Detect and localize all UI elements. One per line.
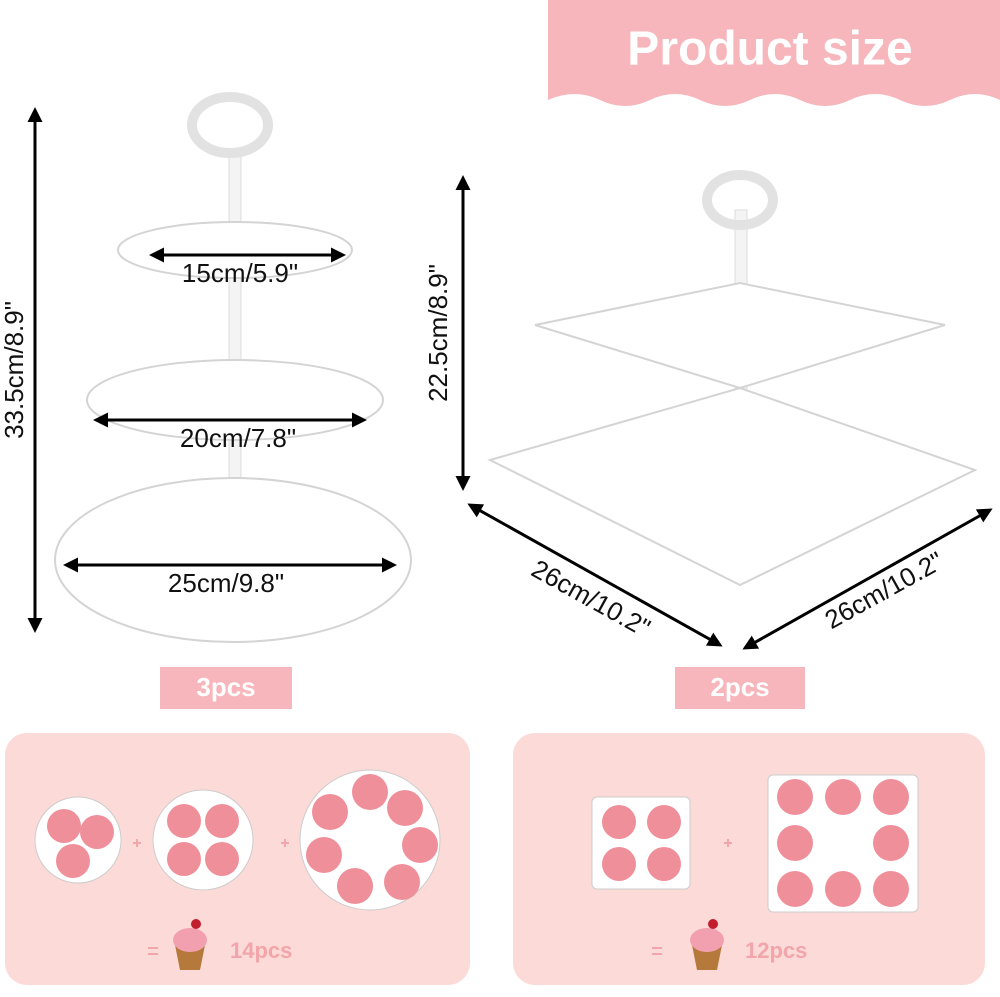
- three-tier-stand: [54, 92, 412, 643]
- tier-label: 15cm/5.9": [182, 258, 298, 288]
- tier-label: 20cm/7.8": [180, 423, 296, 453]
- tier-label: 25cm/9.8": [168, 568, 284, 598]
- header-title: Product size: [627, 23, 912, 76]
- height-label: 22.5cm/8.9": [423, 264, 453, 402]
- quantity-badge: [160, 667, 292, 709]
- two-tier-stand: [487, 170, 978, 587]
- header-banner: [548, 0, 1000, 106]
- left-capacity-diagram: [34, 769, 441, 970]
- height-label: 33.5cm/8.9": [0, 301, 29, 439]
- quantity-badge: [675, 667, 805, 709]
- quantity-label: 3pcs: [196, 672, 255, 702]
- capacity-label: 12pcs: [745, 938, 807, 963]
- dimension-arrow: [742, 508, 993, 650]
- capacity-label: 14pcs: [230, 938, 292, 963]
- right-capacity-diagram: [591, 774, 919, 970]
- dimension-arrow: [467, 503, 723, 647]
- quantity-label: 2pcs: [710, 672, 769, 702]
- depth-label: 26cm/10.2": [820, 545, 949, 635]
